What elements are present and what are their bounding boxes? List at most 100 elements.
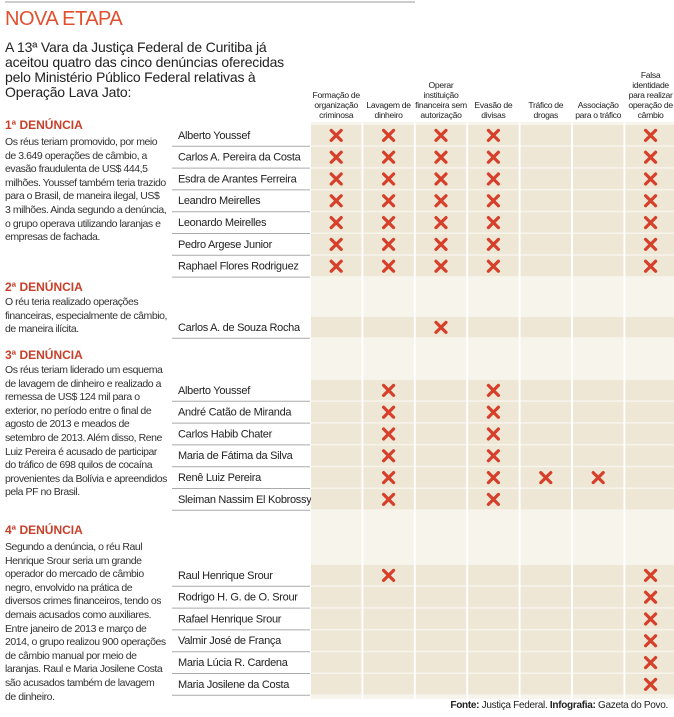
- cell: [573, 445, 624, 466]
- complaint-text: Os réus teriam liderado um esquema de la…: [5, 364, 167, 499]
- cross: [486, 128, 500, 142]
- cross: [382, 172, 396, 186]
- cell: [573, 190, 624, 211]
- column-header: Evasão de divisas: [474, 100, 513, 120]
- cross: [644, 259, 658, 273]
- cross: [644, 590, 658, 604]
- complaint-heading: 4ª DENÚNCIA: [5, 523, 83, 537]
- cell: [573, 401, 624, 423]
- cell: [415, 674, 467, 695]
- cell: [363, 652, 414, 673]
- cross: [644, 656, 658, 670]
- cross: [382, 427, 396, 441]
- cell: [520, 212, 571, 233]
- cell: [520, 146, 571, 168]
- cell: [573, 380, 624, 401]
- complaint-text: Os réus teriam promovido, por meio de 3.…: [5, 136, 167, 244]
- cell: [468, 652, 519, 673]
- cell: [520, 608, 571, 629]
- cross: [329, 172, 343, 186]
- cross: [644, 150, 658, 164]
- row-name: Leonardo Meirelles: [178, 217, 267, 229]
- cross: [486, 492, 500, 506]
- row-name: Carlos A. de Souza Rocha: [178, 322, 301, 334]
- cross: [434, 150, 448, 164]
- cell: [415, 586, 467, 608]
- cross: [486, 216, 500, 230]
- cell: [573, 212, 624, 233]
- cross: [644, 568, 658, 582]
- row-name: Raphael Flores Rodriguez: [178, 261, 299, 273]
- row-name: Maria Josilene da Costa: [178, 679, 290, 691]
- cell: [573, 423, 624, 444]
- cell: [468, 586, 519, 608]
- cell: [625, 489, 674, 510]
- cell: [311, 608, 362, 629]
- complaint-heading: 2ª DENÚNCIA: [5, 280, 83, 294]
- cell: [363, 630, 414, 651]
- cross: [434, 172, 448, 186]
- cell: [573, 489, 624, 510]
- cell: [363, 586, 414, 608]
- cell: [520, 234, 571, 255]
- cross: [382, 128, 396, 142]
- row-name: Rafael Henrique Srour: [178, 613, 282, 625]
- row-name: Maria de Fátima da Silva: [178, 450, 294, 462]
- cell: [415, 565, 467, 586]
- cell: [415, 489, 467, 510]
- cell: [311, 586, 362, 608]
- cross: [382, 471, 396, 485]
- cross: [486, 405, 500, 419]
- cell: [520, 565, 571, 586]
- cell: [468, 608, 519, 629]
- cross: [486, 427, 500, 441]
- cell: [573, 317, 624, 338]
- cell: [311, 565, 362, 586]
- row-name: Maria Lúcia R. Cardena: [178, 657, 289, 669]
- cell: [520, 652, 571, 673]
- cross: [382, 405, 396, 419]
- cell: [311, 630, 362, 651]
- cell: [573, 255, 624, 277]
- source: Justiça Federal.: [481, 700, 548, 711]
- cross: [486, 383, 500, 397]
- cell: [311, 489, 362, 510]
- cross: [382, 492, 396, 506]
- column-header: Lavagem de dinheiro: [366, 100, 411, 120]
- cross: [329, 259, 343, 273]
- cell: [468, 630, 519, 651]
- cross: [644, 216, 658, 230]
- cross: [591, 471, 605, 485]
- cross: [644, 237, 658, 251]
- complaint-text: O réu teria realizado operações financei…: [5, 296, 167, 336]
- cross: [434, 320, 448, 334]
- cell: [415, 380, 467, 401]
- cell: [468, 317, 519, 338]
- row-name: Sleiman Nassim El Kobrossy: [178, 494, 312, 506]
- row-name: Rodrigo H. G. de O. Srour: [178, 592, 298, 604]
- cell: [625, 401, 674, 423]
- source-label: Fonte:: [450, 700, 480, 711]
- cell: [573, 234, 624, 255]
- complaint-text: Segundo a denúncia, o réu Raul Henrique …: [5, 541, 166, 703]
- credit: Gazeta do Povo.: [598, 700, 668, 711]
- cross: [382, 259, 396, 273]
- cross: [329, 128, 343, 142]
- cross: [644, 677, 658, 691]
- cell: [625, 423, 674, 444]
- row-name: Carlos A. Pereira da Costa: [178, 152, 302, 164]
- cell: [415, 467, 467, 488]
- row-name: Pedro Argese Junior: [178, 239, 273, 251]
- row-name: Alberto Youssef: [178, 385, 251, 397]
- column-header: Formação de organização criminosa: [312, 90, 361, 120]
- cell: [573, 565, 624, 586]
- cross: [644, 194, 658, 208]
- cell: [520, 445, 571, 466]
- cell: [520, 380, 571, 401]
- cross: [382, 449, 396, 463]
- cross: [382, 568, 396, 582]
- cell: [520, 190, 571, 211]
- cell: [625, 380, 674, 401]
- cell: [415, 401, 467, 423]
- column-header: Associação para o tráfico: [575, 100, 622, 120]
